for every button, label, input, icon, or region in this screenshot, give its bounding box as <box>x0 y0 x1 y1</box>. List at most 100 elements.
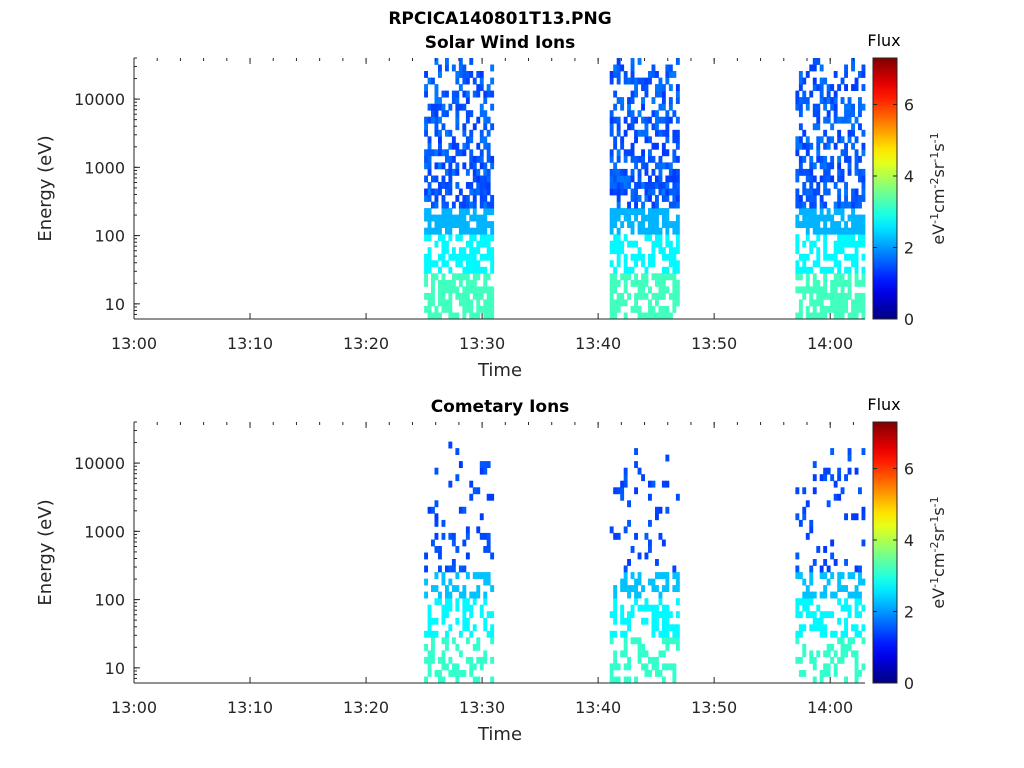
spectrogram-cell <box>424 591 428 599</box>
spectrogram-cell <box>658 305 663 313</box>
colorbar-gradient <box>872 57 898 320</box>
spectrogram-cell <box>462 604 467 612</box>
spectrogram-cell <box>472 227 477 235</box>
spectrogram-cell <box>795 188 800 196</box>
spectrogram-cell <box>634 260 638 268</box>
spectrogram-cell <box>665 624 670 632</box>
spectrogram-cell <box>627 97 631 104</box>
spectrogram-cell <box>826 110 831 118</box>
spectrogram-cell <box>627 123 631 131</box>
spectrogram-cell <box>851 260 855 268</box>
spectrogram-cell <box>462 273 467 281</box>
spectrogram-cell <box>476 240 481 248</box>
spectrogram-cell <box>805 266 810 274</box>
spectrogram-cell <box>861 175 866 183</box>
spectrogram-cell <box>809 90 814 98</box>
spectrogram-cell <box>648 221 652 228</box>
spectrogram-cell <box>630 266 635 274</box>
spectrogram-cell <box>620 240 625 248</box>
spectrogram-cell <box>833 670 838 677</box>
spectrogram-cell <box>441 676 446 684</box>
spectrogram-cell <box>812 312 817 320</box>
spectrogram-cell <box>445 643 449 651</box>
spectrogram-cell <box>451 201 456 209</box>
spectrogram-cell <box>637 292 642 300</box>
spectrogram-cell <box>675 260 680 268</box>
spectrogram-cell <box>651 155 656 163</box>
spectrogram-cell <box>651 656 656 664</box>
spectrogram-cell <box>441 663 446 671</box>
spectrogram-cell <box>427 162 432 170</box>
spectrogram-cell <box>627 611 631 619</box>
spectrogram-cell <box>675 182 680 189</box>
spectrogram-cell <box>847 162 852 170</box>
spectrogram-cell <box>616 182 621 189</box>
spectrogram-cell <box>826 175 831 183</box>
spectrogram-cell <box>458 650 463 658</box>
spectrogram-cell <box>830 448 835 455</box>
spectrogram-cell <box>609 214 614 222</box>
spectrogram-cell <box>469 136 474 144</box>
spectrogram-cell <box>665 480 670 488</box>
spectrogram-cell <box>805 286 810 294</box>
spectrogram-cell <box>812 58 817 65</box>
spectrogram-cell <box>819 227 824 235</box>
spectrogram-cell <box>823 305 828 313</box>
spectrogram-cell <box>445 585 449 592</box>
spectrogram-cell <box>655 273 659 281</box>
spectrogram-cell <box>854 565 859 573</box>
spectrogram-cell <box>627 240 631 248</box>
spectrogram-cell <box>427 136 432 144</box>
spectrogram-cell <box>455 77 460 85</box>
spectrogram-cell <box>434 500 439 508</box>
spectrogram-cell <box>627 208 631 215</box>
spectrogram-cell <box>637 305 642 313</box>
spectrogram-cell <box>434 630 439 638</box>
spectrogram-cell <box>455 448 460 455</box>
spectrogram-cell <box>847 572 852 579</box>
spectrogram-cell <box>438 97 442 104</box>
spectrogram-cell <box>655 663 659 671</box>
spectrogram-cell <box>424 123 428 131</box>
spectrogram-cell <box>816 58 821 65</box>
spectrogram-cell <box>661 305 666 313</box>
spectrogram-cell <box>830 253 835 261</box>
spectrogram-cell <box>483 227 488 235</box>
spectrogram-cell <box>830 305 835 313</box>
spectrogram-cell <box>798 253 803 261</box>
spectrogram-cell <box>438 162 442 170</box>
spectrogram-cell <box>798 208 803 215</box>
spectrogram-cell <box>851 201 855 209</box>
spectrogram-cell <box>823 273 828 281</box>
spectrogram-cell <box>455 572 460 579</box>
spectrogram-cell <box>837 585 842 592</box>
spectrogram-cell <box>609 155 614 163</box>
spectrogram-cell <box>479 266 484 274</box>
spectrogram-cell <box>837 240 842 248</box>
spectrogram-cell <box>798 630 803 638</box>
spectrogram-cell <box>844 299 848 307</box>
spectrogram-cell <box>469 299 474 307</box>
spectrogram-cell <box>637 168 642 176</box>
spectrogram-cell <box>616 155 621 163</box>
spectrogram-cell <box>675 116 680 124</box>
spectrogram-cell <box>613 591 618 599</box>
spectrogram-cell <box>665 123 670 131</box>
spectrogram-cell <box>609 175 614 183</box>
spectrogram-cell <box>851 142 855 150</box>
spectrogram-cell <box>816 221 821 228</box>
spectrogram-cell <box>819 195 824 202</box>
spectrogram-cell <box>661 103 666 111</box>
spectrogram-cell <box>445 214 449 222</box>
spectrogram-cell <box>833 253 838 261</box>
spectrogram-cell <box>465 240 470 248</box>
spectrogram-cell <box>823 155 828 163</box>
spectrogram-cell <box>630 77 635 85</box>
spectrogram-cell <box>644 214 649 222</box>
spectrogram-cell <box>623 650 628 658</box>
spectrogram-cell <box>623 208 628 215</box>
spectrogram-cell <box>465 195 470 202</box>
spectrogram-cell <box>490 247 495 255</box>
spectrogram-cell <box>805 598 810 606</box>
spectrogram-cell <box>469 670 474 677</box>
